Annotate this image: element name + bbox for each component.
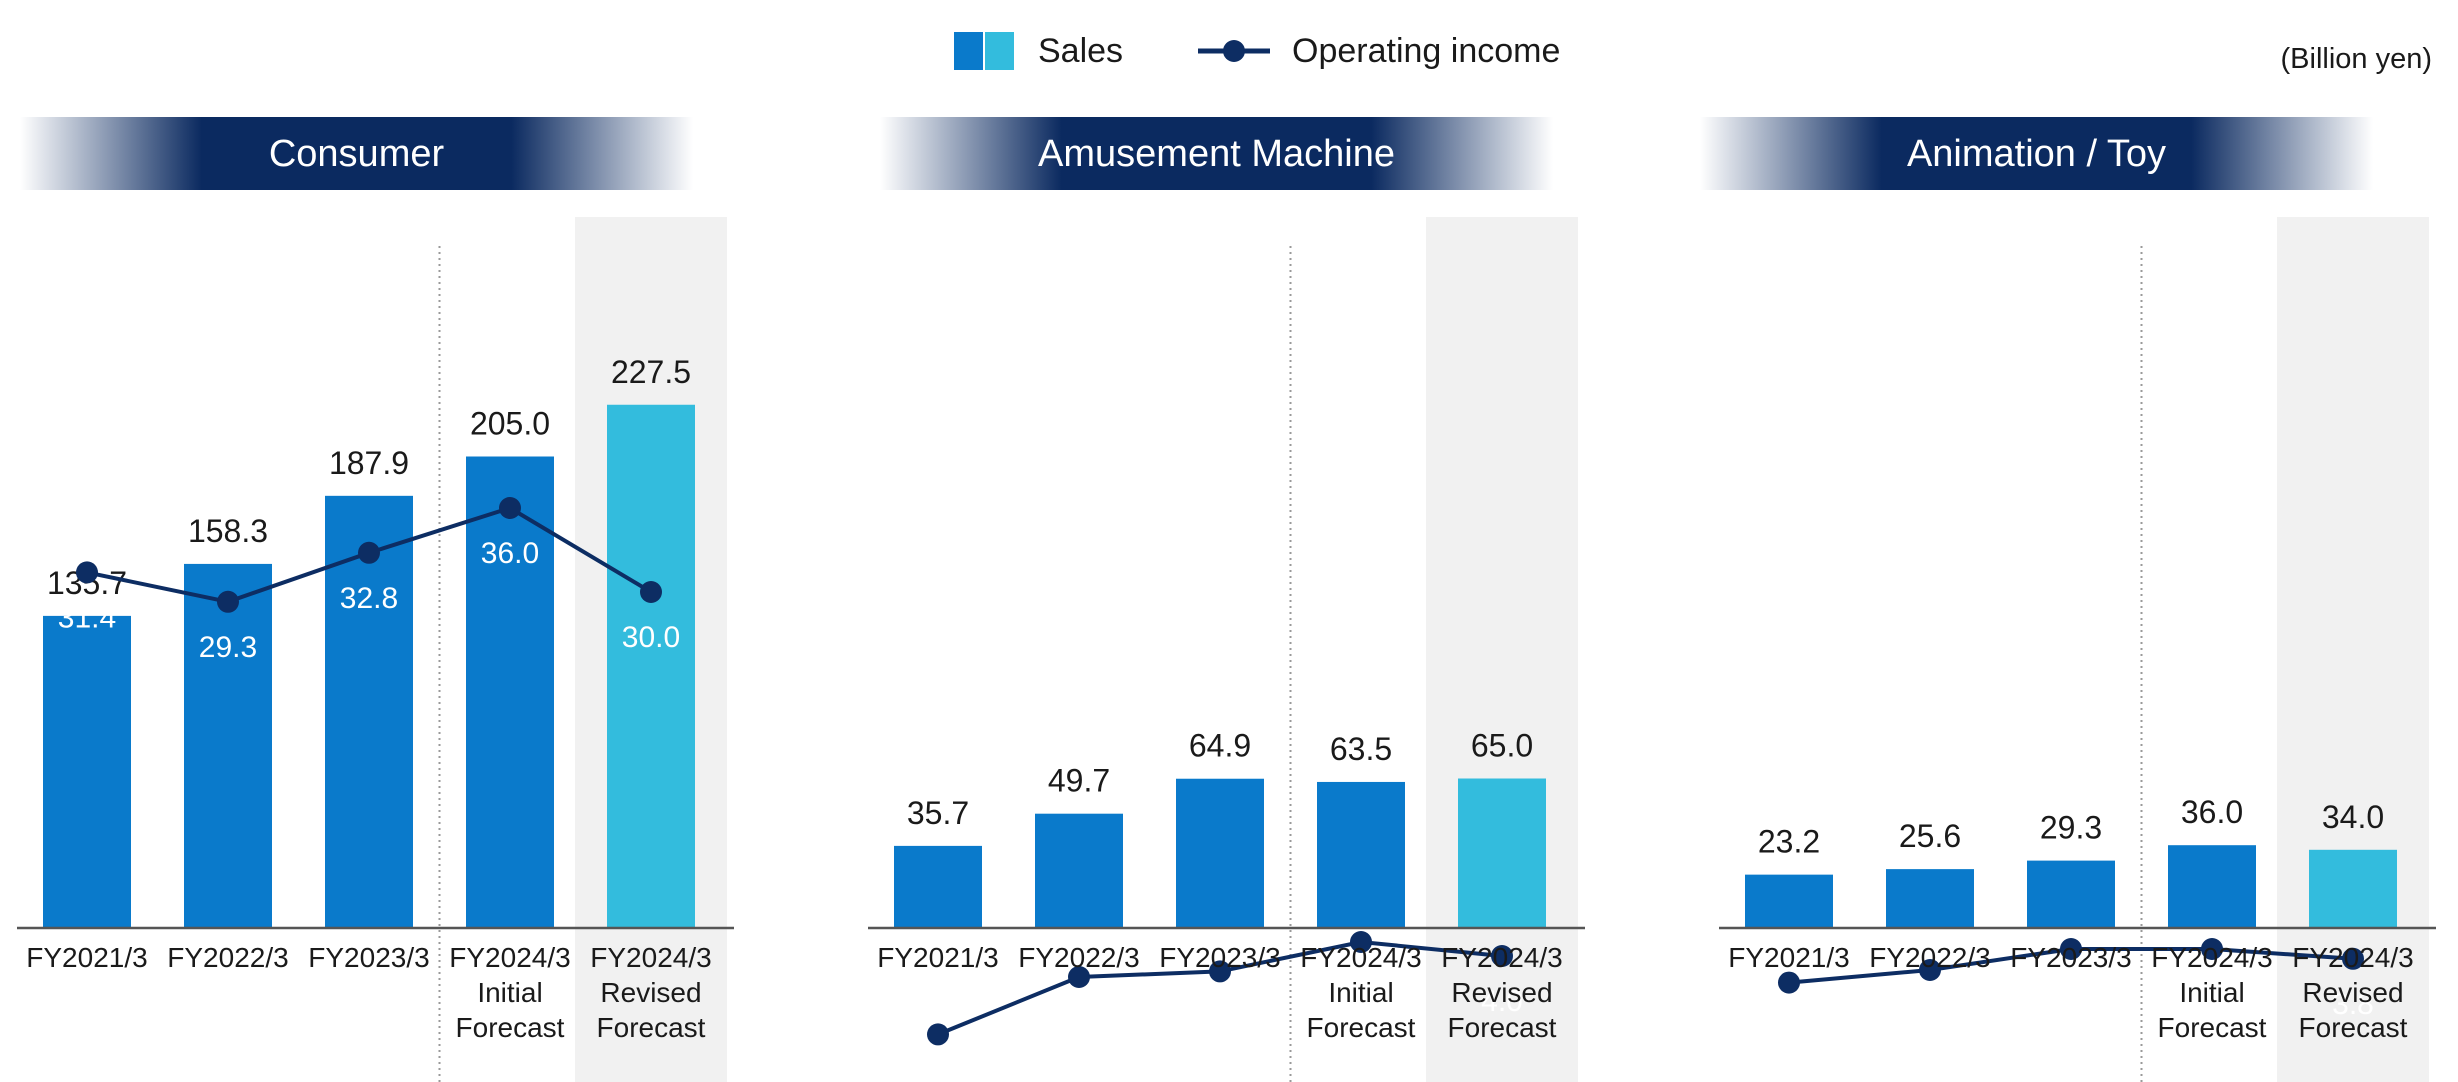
- sales-value-label: 158.3: [188, 513, 268, 549]
- legend-sales-swatch-light: [985, 32, 1014, 70]
- income-marker: [1491, 945, 1513, 967]
- category-label: FY2022/3: [1869, 942, 1990, 973]
- sales-bar-fy2024-3-initial-forecast: [1317, 781, 1405, 928]
- category-label: FY2022/3: [1018, 942, 1139, 973]
- revised-forecast-bg: [2277, 217, 2429, 1082]
- panel-title: Amusement Machine: [1038, 133, 1395, 175]
- income-value-label: 4.5: [2191, 978, 2233, 1011]
- category-label: FY2024/3 Revised Forecast: [590, 942, 711, 1043]
- panel-header-band: [20, 117, 693, 190]
- category-label: FY2023/3: [308, 942, 429, 973]
- category-label: FY2021/3: [26, 942, 147, 973]
- sales-value-label: 25.6: [1899, 818, 1961, 854]
- sales-value-label: 205.0: [470, 406, 550, 442]
- sales-value-label: 35.7: [907, 795, 969, 831]
- income-marker: [358, 541, 380, 564]
- income-value-label: 4.5: [2050, 978, 2092, 1011]
- legend: Sales Operating income: [954, 32, 1560, 70]
- sales-value-label: 64.9: [1189, 728, 1251, 764]
- sales-value-label: 65.0: [1471, 728, 1533, 764]
- income-value-label: 32.8: [340, 582, 398, 615]
- category-label: FY2021/3: [1728, 942, 1849, 973]
- income-value-label: 2.5: [1058, 1006, 1100, 1039]
- income-value-label: 29.3: [199, 631, 257, 664]
- sales-bar-fy2024-3-initial-forecast: [466, 456, 554, 928]
- sales-bar-fy2022-3: [1035, 813, 1123, 928]
- income-value-label: -1.6: [912, 1063, 964, 1082]
- sales-bar-fy2024-3-revised-forecast: [2309, 849, 2397, 928]
- income-marker: [217, 590, 239, 613]
- income-marker: [2342, 947, 2364, 970]
- unit-note: (Billion yen): [2281, 43, 2433, 75]
- sales-bar-fy2024-3-initial-forecast: [2168, 845, 2256, 928]
- legend-sales-swatch-dark: [954, 32, 983, 70]
- sales-value-label: 187.9: [329, 445, 409, 481]
- legend-income-label: Operating income: [1292, 32, 1560, 70]
- sales-bar-fy2023-3: [325, 495, 413, 928]
- sales-value-label: 227.5: [611, 354, 691, 390]
- income-value-label: 30.0: [622, 621, 680, 654]
- income-value-label: 36.0: [481, 537, 539, 570]
- income-marker: [499, 497, 521, 519]
- income-marker: [2060, 938, 2082, 960]
- panel-title: Animation / Toy: [1907, 133, 2166, 175]
- income-marker: [2201, 938, 2223, 960]
- category-label: FY2024/3 Revised Forecast: [2292, 942, 2413, 1043]
- income-value-label: 3.8: [2332, 988, 2374, 1021]
- income-marker: [1068, 966, 1090, 988]
- category-label: FY2024/3 Revised Forecast: [1441, 942, 1562, 1043]
- panel-amusement-machine: Amusement Machine 35.7 49.7 64.9 63.5 65.0 -1.…: [868, 117, 1585, 1082]
- sales-bar-fy2024-3-revised-forecast: [607, 404, 695, 928]
- category-label: FY2022/3: [167, 942, 288, 973]
- sales-value-label: 34.0: [2322, 799, 2384, 835]
- legend-income-marker: [1223, 40, 1245, 62]
- income-value-label: 2.9: [1199, 1000, 1241, 1033]
- sales-bar-fy2023-3: [2027, 860, 2115, 928]
- panel-header-band: [880, 117, 1553, 190]
- legend-sales-label: Sales: [1038, 32, 1123, 70]
- sales-bar-fy2022-3: [184, 563, 272, 928]
- panel-title: Consumer: [269, 133, 445, 175]
- category-label: FY2024/3 Initial Forecast: [1300, 942, 1421, 1043]
- income-value-label: 3.0: [1909, 999, 1951, 1032]
- income-marker: [1350, 931, 1372, 953]
- panel-animation-toy: Animation / Toy 23.2 25.6 29.3 36.0 34.0 2.1 3.…: [1700, 117, 2436, 1082]
- category-label: FY2024/3 Initial Forecast: [2151, 942, 2272, 1043]
- category-label: FY2023/3: [2010, 942, 2131, 973]
- income-value-label: 4.0: [1481, 985, 1523, 1018]
- sales-value-label: 36.0: [2181, 794, 2243, 830]
- category-label: FY2023/3: [1159, 942, 1280, 973]
- income-value-label: 5.0: [1340, 971, 1382, 1004]
- sales-value-label: 63.5: [1330, 731, 1392, 767]
- sales-value-label: 29.3: [2040, 810, 2102, 846]
- income-value-label: 2.1: [1768, 1012, 1810, 1045]
- panel-header-band: [1700, 117, 2373, 190]
- income-marker: [1919, 959, 1941, 981]
- sales-value-label: 49.7: [1048, 763, 1110, 799]
- income-marker: [927, 1023, 949, 1046]
- category-label: FY2024/3 Initial Forecast: [449, 942, 570, 1043]
- income-value-label: 31.4: [58, 601, 116, 634]
- income-marker: [640, 581, 662, 603]
- sales-bar-fy2024-3-revised-forecast: [1458, 778, 1546, 928]
- sales-bar-fy2023-3: [1176, 778, 1264, 928]
- revised-forecast-bg: [1426, 217, 1578, 1082]
- sales-bar-fy2021-3: [1745, 874, 1833, 928]
- income-marker: [76, 561, 98, 584]
- income-marker: [1778, 971, 1800, 994]
- category-label: FY2021/3: [877, 942, 998, 973]
- sales-bar-fy2022-3: [1886, 869, 1974, 928]
- sales-bar-fy2021-3: [894, 845, 982, 928]
- sales-bar-fy2021-3: [43, 615, 131, 928]
- sales-value-label: 23.2: [1758, 824, 1820, 860]
- panel-consumer: Consumer135.7158.3187.9205.0227.531.429.…: [17, 117, 734, 1082]
- income-marker: [1209, 960, 1231, 983]
